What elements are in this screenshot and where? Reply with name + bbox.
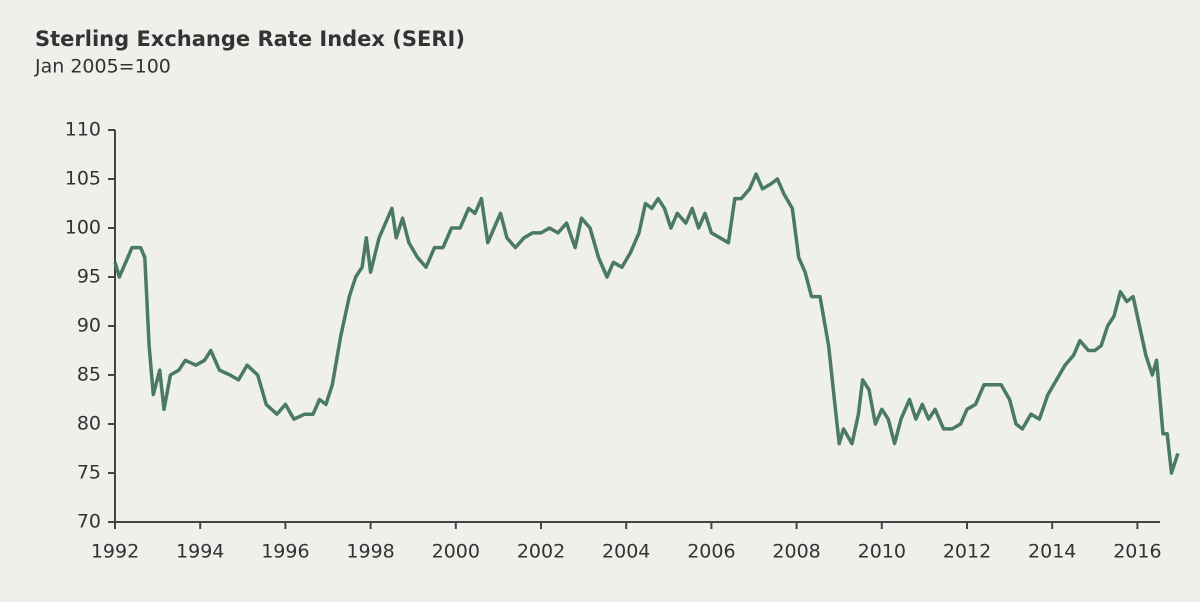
- x-tick-label: 2008: [772, 541, 820, 563]
- x-tick-label: 2004: [602, 541, 650, 563]
- y-tick-label: 90: [77, 315, 101, 337]
- y-tick-label: 95: [77, 266, 101, 288]
- x-tick-label: 1994: [176, 541, 224, 563]
- y-tick-label: 80: [77, 413, 101, 435]
- x-tick-label: 1998: [346, 541, 394, 563]
- y-tick-label: 85: [77, 364, 101, 386]
- y-tick-label: 110: [65, 119, 101, 141]
- x-tick-label: 1992: [91, 541, 139, 563]
- line: [113, 172, 1180, 475]
- x-tick-label: 2006: [687, 541, 735, 563]
- x-tick-label: 2012: [943, 541, 991, 563]
- y-tick-label: 70: [77, 511, 101, 533]
- x-tick-label: 2014: [1028, 541, 1076, 563]
- x-tick-label: 2010: [858, 541, 906, 563]
- x-tick-label: 2016: [1113, 541, 1161, 563]
- x-tick-label: 1996: [261, 541, 309, 563]
- y-tick-label: 75: [77, 462, 101, 484]
- x-tick-label: 2002: [517, 541, 565, 563]
- chart-title: Sterling Exchange Rate Index (SERI): [35, 27, 465, 51]
- y-tick-label: 105: [65, 168, 101, 190]
- chart-subtitle: Jan 2005=100: [34, 56, 171, 78]
- y-tick-label: 100: [65, 217, 101, 239]
- x-tick-label: 2000: [432, 541, 480, 563]
